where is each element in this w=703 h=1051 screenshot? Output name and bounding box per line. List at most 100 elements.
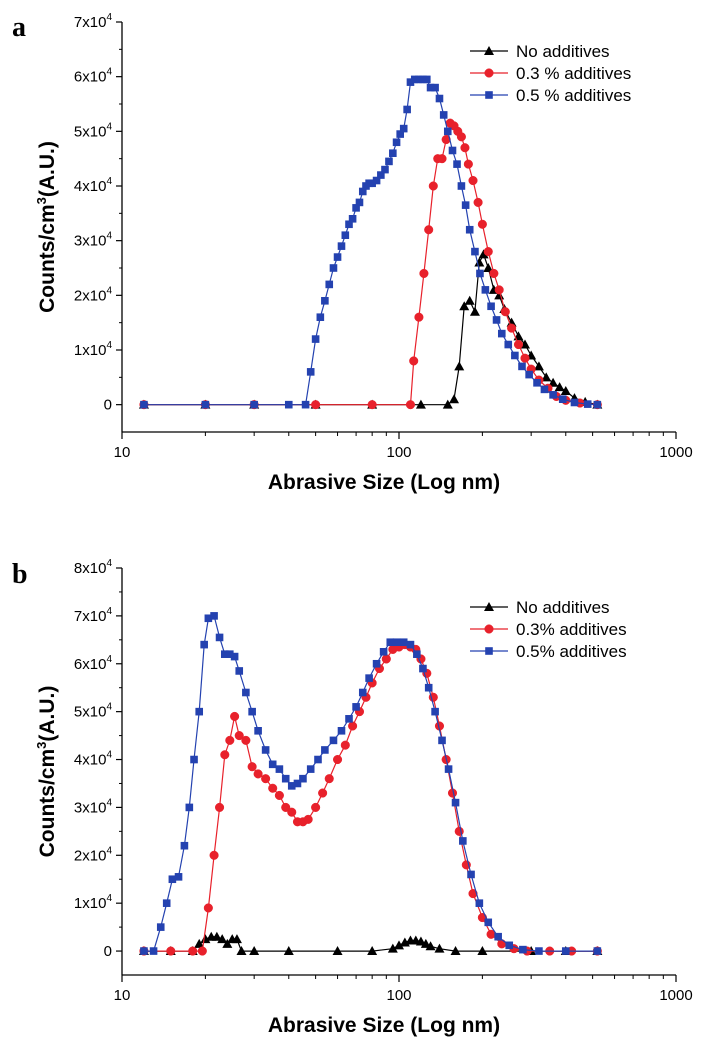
- data-point: [217, 934, 228, 944]
- data-point: [225, 735, 235, 745]
- data-point: [301, 400, 310, 409]
- y-axis-title: Counts/cm3(A.U.): [34, 141, 59, 313]
- legend-marker: [484, 46, 494, 55]
- data-point: [248, 707, 256, 716]
- data-point: [340, 740, 350, 750]
- data-point: [467, 870, 475, 879]
- data-point: [203, 903, 213, 913]
- chart-panel-a: a 0 1x104 2x104 3x104 4x104 5x104 6x104 7x104 10 1…: [12, 12, 693, 494]
- y-tick-label: 1x104: [74, 893, 113, 912]
- y-tick-label: 5x104: [74, 121, 113, 140]
- data-point: [197, 946, 207, 956]
- data-point: [341, 231, 350, 239]
- chart-panel-b: b 0 1x104 2x104 3x104 4x104 5x104 6x104 7x104 8x1…: [12, 558, 693, 1037]
- data-point: [513, 339, 524, 350]
- data-point: [185, 803, 194, 812]
- x-tick-label: 10: [114, 987, 131, 1004]
- data-point: [287, 807, 297, 817]
- data-point: [476, 269, 484, 278]
- data-point: [242, 688, 250, 697]
- data-point: [561, 947, 570, 955]
- data-point: [149, 947, 158, 955]
- panel-letter: b: [12, 559, 28, 590]
- x-tick-label: 100: [386, 987, 411, 1004]
- data-point: [195, 707, 204, 716]
- data-point: [437, 154, 447, 164]
- data-point: [345, 220, 353, 229]
- data-point: [220, 750, 230, 760]
- data-point: [311, 802, 321, 812]
- data-point: [483, 247, 493, 257]
- data-point: [409, 356, 419, 366]
- data-point: [348, 721, 358, 731]
- data-point: [352, 703, 360, 711]
- data-point: [231, 934, 242, 944]
- data-point: [314, 755, 322, 764]
- data-point: [311, 400, 321, 410]
- data-point: [318, 788, 328, 798]
- data-point: [468, 889, 478, 899]
- series-line: [143, 615, 598, 952]
- data-point: [321, 297, 329, 305]
- series-2: [140, 75, 602, 409]
- data-point: [415, 75, 423, 84]
- legend-marker: [484, 602, 494, 611]
- data-point: [281, 802, 291, 812]
- data-point: [554, 382, 565, 392]
- data-point: [261, 746, 270, 754]
- data-point: [287, 782, 296, 790]
- data-point: [201, 400, 210, 409]
- data-point: [541, 372, 552, 382]
- y-tick-label: 1x104: [74, 340, 113, 359]
- data-point: [200, 640, 208, 649]
- data-point: [225, 650, 234, 658]
- data-point: [461, 201, 470, 209]
- y-tick-label: 8x104: [74, 558, 113, 577]
- data-point: [403, 105, 411, 114]
- series-1: [139, 118, 602, 410]
- data-point: [250, 400, 258, 409]
- y-axis-title: Counts/cm3(A.U.): [34, 686, 59, 858]
- data-point: [511, 351, 519, 360]
- data-point: [372, 176, 381, 185]
- data-point: [477, 946, 488, 956]
- data-point: [406, 78, 415, 86]
- data-point: [348, 215, 357, 223]
- data-point: [483, 263, 494, 272]
- data-point: [459, 301, 470, 311]
- data-point: [459, 837, 467, 845]
- legend-marker: [484, 68, 494, 78]
- data-point: [249, 946, 260, 956]
- data-point: [284, 400, 293, 409]
- y-tick-label: 3x104: [74, 231, 113, 250]
- data-point: [204, 614, 213, 623]
- data-point: [435, 94, 444, 103]
- panel-letter: a: [12, 12, 26, 43]
- data-point: [188, 946, 198, 956]
- data-point: [254, 727, 262, 735]
- legend: No additives 0.3 % additives 0.5 % additiv…: [470, 42, 631, 105]
- data-point: [500, 307, 510, 317]
- data-point: [140, 400, 148, 409]
- data-point: [261, 774, 271, 784]
- data-point: [387, 943, 398, 953]
- data-point: [505, 941, 514, 950]
- data-point: [156, 923, 165, 931]
- series-1: [139, 640, 602, 956]
- data-point: [474, 257, 485, 267]
- data-point: [283, 946, 294, 956]
- data-point: [385, 157, 393, 166]
- data-point: [274, 790, 284, 800]
- data-point: [381, 654, 391, 664]
- data-point: [434, 943, 445, 953]
- x-tick-label: 1000: [659, 444, 692, 461]
- series-0: [138, 249, 603, 409]
- data-point: [426, 83, 435, 92]
- data-point: [293, 779, 302, 788]
- data-point: [475, 899, 484, 907]
- data-point: [431, 83, 439, 92]
- data-point: [405, 400, 416, 410]
- data-point: [200, 934, 211, 944]
- data-point: [439, 111, 448, 119]
